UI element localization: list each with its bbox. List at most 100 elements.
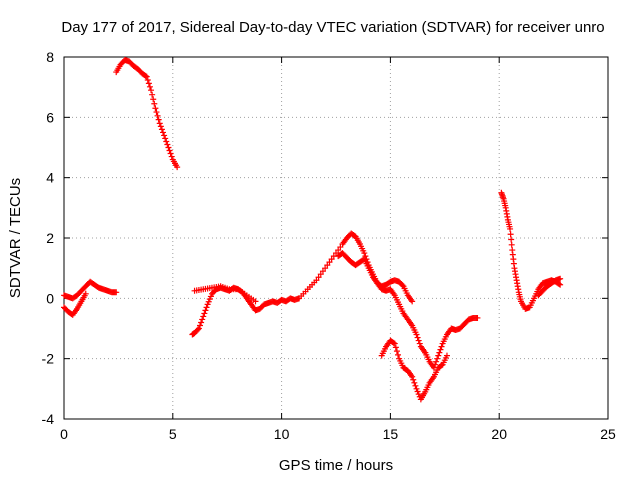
data-point — [411, 379, 418, 386]
y-tick-label: -2 — [42, 351, 55, 367]
data-point — [252, 298, 259, 305]
data-point — [154, 112, 161, 119]
data-point — [437, 346, 444, 353]
data-point — [393, 348, 400, 355]
data-point — [313, 277, 320, 284]
data-point — [200, 313, 207, 320]
data-point — [162, 135, 169, 142]
y-tick-label: -4 — [42, 411, 55, 427]
data-point — [150, 96, 157, 103]
data-point — [199, 316, 206, 323]
data-point — [167, 150, 174, 157]
data-point — [194, 326, 201, 333]
data-point — [174, 164, 181, 171]
data-point — [432, 361, 439, 368]
data-point — [436, 349, 443, 356]
data-point — [395, 351, 402, 358]
data-point — [207, 293, 214, 300]
data-point — [326, 259, 333, 266]
data-point — [160, 129, 167, 136]
data-point — [161, 132, 168, 139]
data-point — [412, 382, 419, 389]
x-tick-label: 10 — [274, 426, 290, 442]
data-point — [333, 250, 339, 257]
data-point — [156, 120, 163, 127]
data-point — [206, 296, 213, 303]
data-point — [362, 253, 369, 260]
data-point — [361, 250, 368, 257]
data-point — [143, 73, 150, 80]
data-point — [335, 247, 342, 254]
data-point — [409, 373, 416, 380]
data-point — [507, 225, 514, 232]
y-axis-label: SDTVAR / TECUs — [7, 178, 24, 298]
data-point — [415, 337, 422, 344]
data-point — [158, 126, 165, 133]
data-point — [157, 123, 164, 130]
y-tick-label: 6 — [46, 109, 54, 125]
data-point — [433, 358, 440, 365]
data-point — [149, 91, 156, 98]
data-point — [410, 376, 417, 383]
data-point — [151, 100, 158, 107]
data-point — [144, 77, 151, 84]
data-point — [438, 343, 445, 350]
data-point — [146, 83, 153, 90]
data-point — [415, 391, 422, 398]
data-point — [205, 298, 212, 305]
data-point — [507, 231, 514, 238]
data-point — [197, 322, 203, 329]
data-point — [391, 340, 398, 347]
data-point — [413, 331, 420, 338]
data-point — [204, 301, 211, 308]
data-point — [390, 339, 397, 346]
data-point — [434, 355, 441, 362]
data-point — [201, 310, 208, 317]
data-point — [202, 307, 209, 314]
x-tick-label: 5 — [169, 426, 177, 442]
data-point — [438, 362, 445, 369]
y-tick-label: 0 — [46, 290, 54, 306]
data-point — [203, 304, 210, 311]
data-point — [414, 334, 421, 341]
data-point — [113, 289, 120, 296]
data-point — [414, 388, 421, 395]
data-point — [82, 290, 89, 297]
data-point — [165, 144, 172, 151]
x-tick-label: 0 — [60, 426, 68, 442]
x-tick-label: 25 — [600, 426, 616, 442]
data-point — [430, 364, 437, 371]
y-tick-label: 4 — [46, 170, 54, 186]
data-point — [328, 256, 335, 263]
data-point — [142, 72, 149, 79]
axis-ticks: 0 5 10 15 20 25 -4 -2 0 2 4 6 8 — [42, 49, 616, 442]
x-tick-label: 20 — [491, 426, 507, 442]
data-point — [416, 340, 423, 347]
data-point — [148, 87, 155, 94]
data-point — [168, 153, 175, 160]
data-point — [557, 281, 564, 288]
y-tick-label: 8 — [46, 49, 54, 65]
data-point — [443, 352, 450, 359]
data-point — [508, 241, 515, 248]
data-point — [435, 352, 442, 359]
data-point — [322, 265, 329, 272]
data-point — [164, 141, 171, 148]
data-point — [152, 105, 159, 112]
data-point — [198, 319, 205, 326]
data-point — [163, 138, 170, 145]
chart-title: Day 177 of 2017, Sidereal Day-to-day VTE… — [61, 19, 604, 36]
data-point — [409, 298, 416, 305]
data-point — [195, 325, 202, 332]
data-point — [508, 236, 515, 243]
data-point — [153, 109, 160, 116]
data-point — [413, 385, 420, 392]
data-point — [399, 282, 406, 289]
data-point — [324, 262, 331, 269]
data-point — [557, 275, 564, 282]
x-axis-label: GPS time / hours — [279, 457, 393, 474]
data-point — [474, 314, 481, 321]
data-point — [166, 147, 173, 154]
data-points — [61, 57, 564, 403]
